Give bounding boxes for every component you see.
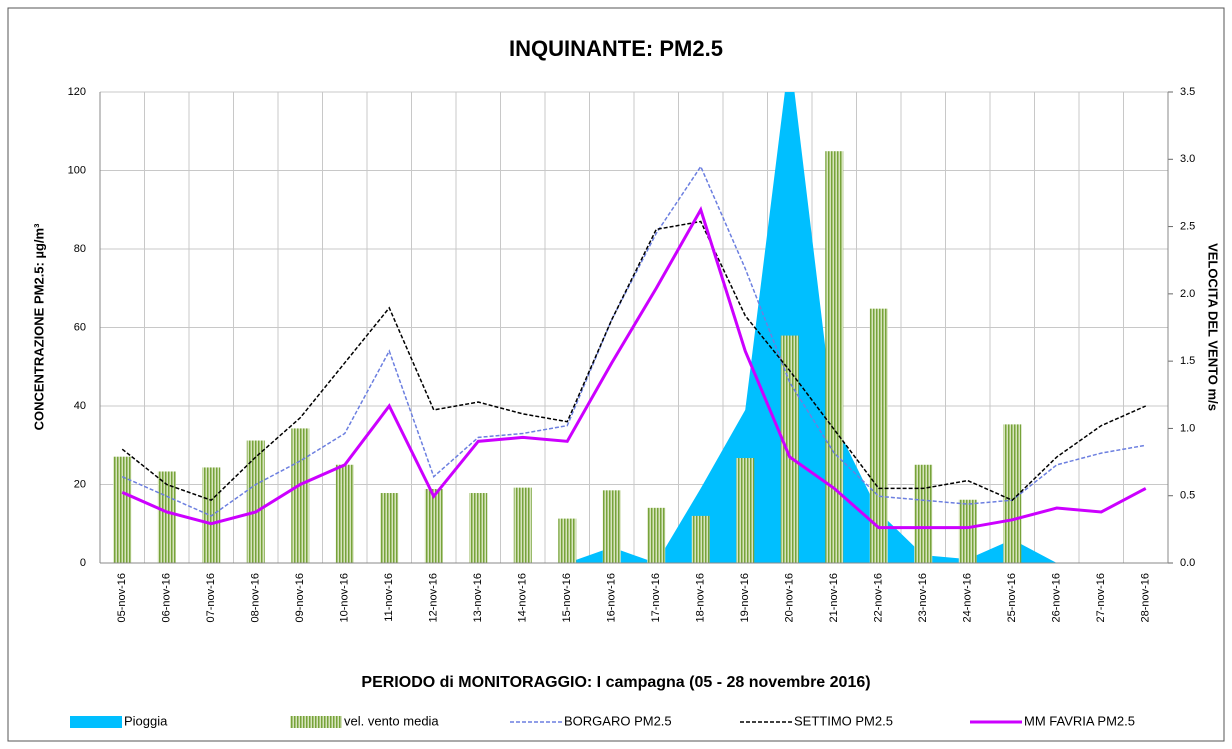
line: [121, 165, 1146, 517]
legend-swatch: [290, 716, 342, 728]
bar: [380, 493, 399, 563]
x-tick-label: 28-nov-16: [1140, 573, 1152, 623]
legend-label: SETTIMO PM2.5: [794, 713, 893, 728]
y-tick-label: 100: [68, 164, 86, 176]
x-tick-label: 21-nov-16: [828, 573, 840, 623]
y-tick-label: 120: [68, 86, 86, 98]
x-tick-label: 23-nov-16: [917, 573, 929, 623]
x-tick-label: 20-nov-16: [784, 573, 796, 623]
legend-swatch: [70, 716, 122, 728]
y2-tick-label: 1.5: [1180, 355, 1195, 367]
y2-tick-label: 0.0: [1180, 557, 1195, 569]
x-tick-label: 13-nov-16: [472, 573, 484, 623]
legend-label: BORGARO PM2.5: [564, 713, 672, 728]
chart-title: INQUINANTE: PM2.5: [509, 36, 723, 61]
y-tick-label: 80: [74, 243, 86, 255]
y-tick-label: 0: [80, 557, 86, 569]
y2-tick-label: 3.5: [1180, 86, 1195, 98]
bar: [469, 493, 488, 563]
x-tick-label: 22-nov-16: [873, 573, 885, 623]
x-tick-label: 14-nov-16: [517, 573, 529, 623]
bar: [736, 458, 755, 563]
bar: [691, 515, 710, 563]
line: [121, 220, 1147, 502]
bar: [424, 488, 443, 563]
line: [121, 206, 1147, 530]
bar: [558, 518, 577, 563]
legend-label: Pioggia: [124, 713, 168, 728]
y2-tick-label: 0.5: [1180, 490, 1195, 502]
bar: [958, 499, 977, 563]
bar: [513, 487, 532, 563]
chart-border: [7, 7, 1225, 742]
bar: [914, 464, 933, 563]
x-tick-label: 19-nov-16: [739, 573, 751, 623]
x-tick-label: 17-nov-16: [650, 573, 662, 623]
y2-axis-title: VELOCITA DEL VENTO m/s: [1206, 243, 1221, 411]
x-tick-label: 09-nov-16: [294, 573, 306, 623]
legend-label: vel. vento media: [344, 713, 439, 728]
x-tick-label: 11-nov-16: [383, 573, 395, 622]
x-tick-label: 24-nov-16: [962, 573, 974, 623]
bar: [780, 335, 799, 563]
y-tick-label: 60: [74, 321, 86, 333]
x-tick-label: 05-nov-16: [116, 573, 128, 623]
x-tick-label: 26-nov-16: [1051, 573, 1063, 623]
x-tick-label: 12-nov-16: [428, 573, 440, 623]
x-axis-title: PERIODO di MONITORAGGIO: I campagna (05 …: [361, 674, 870, 691]
y2-tick-label: 2.0: [1180, 288, 1195, 300]
bar: [335, 464, 354, 563]
bar: [869, 308, 888, 563]
bar: [825, 151, 844, 563]
legend-label: MM FAVRIA PM2.5: [1024, 713, 1135, 728]
y2-tick-label: 1.0: [1180, 422, 1195, 434]
x-tick-label: 16-nov-16: [606, 573, 618, 623]
x-tick-label: 08-nov-16: [250, 573, 262, 623]
x-tick-label: 27-nov-16: [1095, 573, 1107, 623]
bar: [113, 456, 132, 563]
y-tick-label: 20: [74, 478, 86, 490]
x-tick-label: 10-nov-16: [339, 573, 351, 623]
area: [122, 92, 1057, 563]
bar: [602, 490, 621, 563]
x-tick-label: 07-nov-16: [205, 573, 217, 623]
x-tick-label: 15-nov-16: [561, 573, 573, 623]
bar: [246, 440, 265, 563]
bar: [647, 507, 666, 563]
bar: [291, 428, 310, 563]
y-tick-label: 40: [74, 400, 86, 412]
x-tick-label: 06-nov-16: [161, 573, 173, 623]
x-tick-label: 25-nov-16: [1006, 573, 1018, 623]
y2-tick-label: 2.5: [1180, 220, 1195, 232]
y-axis-title: CONCENTRAZIONE PM2.5: µg/m³: [31, 223, 46, 431]
x-tick-label: 18-nov-16: [695, 573, 707, 623]
bar: [1003, 424, 1022, 563]
y2-tick-label: 3.0: [1180, 153, 1195, 165]
plot-area: [113, 92, 1147, 563]
